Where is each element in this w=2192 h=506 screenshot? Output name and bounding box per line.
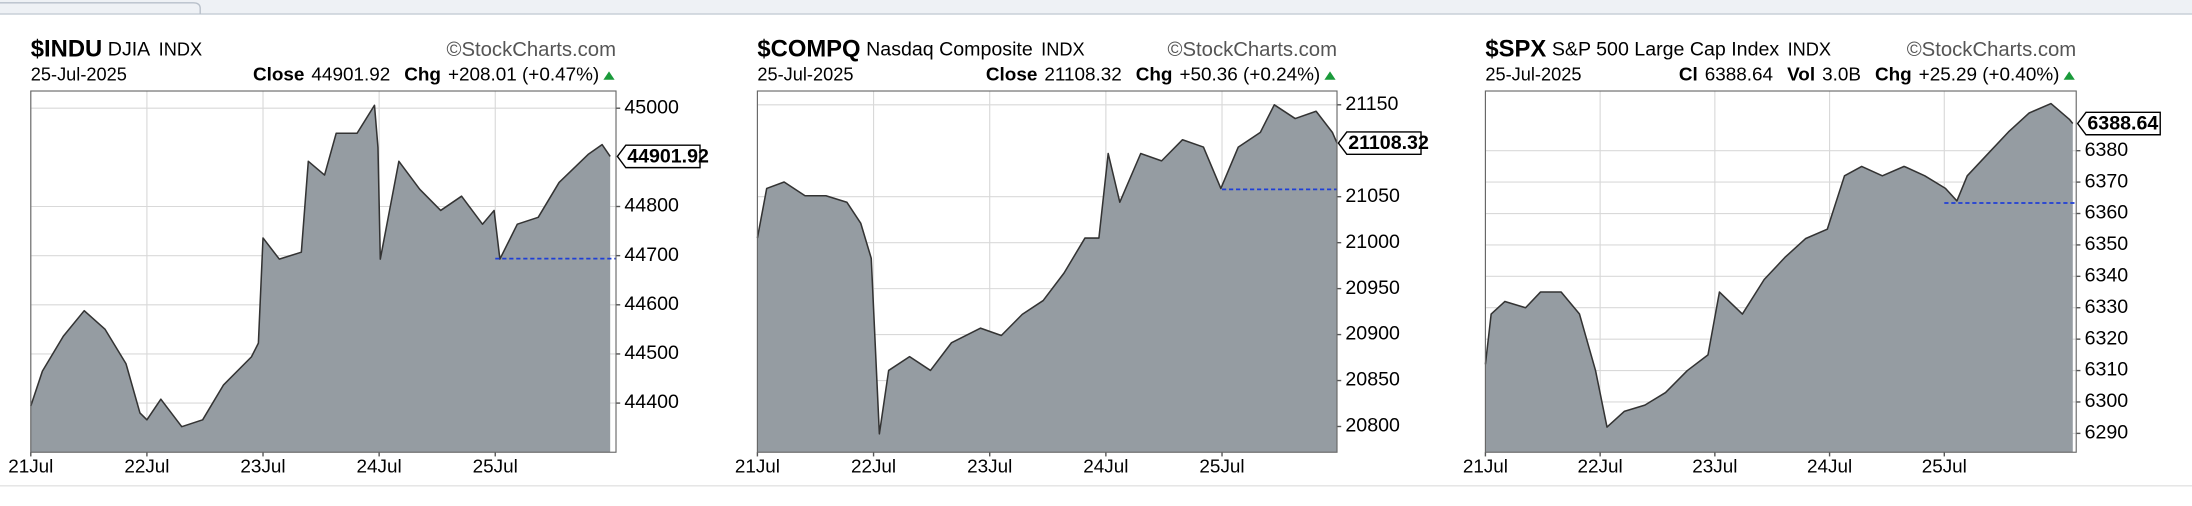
plot-border xyxy=(30,90,617,453)
x-tick-label: 22Jul xyxy=(1578,457,1623,478)
y-tick-label: 21050 xyxy=(1345,185,1400,207)
stat-value: 44901.92 xyxy=(311,65,390,86)
y-tick-label: 20900 xyxy=(1345,323,1400,345)
last-value-label: 21108.32 xyxy=(1348,132,1429,154)
chart-header: $INDU DJIA INDX xyxy=(31,36,202,63)
area xyxy=(757,104,1338,453)
x-tick-label: 25Jul xyxy=(1922,457,1967,478)
exchange: INDX xyxy=(159,39,202,59)
stat-label: Close xyxy=(986,65,1037,86)
chart-header: $COMPQ Nasdaq Composite INDX xyxy=(757,36,1084,63)
stat-label: Close xyxy=(253,65,304,86)
line xyxy=(30,104,611,428)
plot-border xyxy=(756,90,1338,453)
y-tick-label: 6360 xyxy=(2085,202,2129,224)
last-value-box xyxy=(1337,131,1422,156)
chart-header: $SPX S&P 500 Large Cap Index INDX xyxy=(1485,36,1831,63)
index-name: Nasdaq Composite xyxy=(866,39,1033,61)
top-bar xyxy=(0,0,2192,15)
stat-value: +50.36 (+0.24%) xyxy=(1179,65,1320,86)
y-tick-label: 44400 xyxy=(624,391,679,413)
date: 25-Jul-2025 xyxy=(757,64,853,84)
stats: Cl 6388.64 Vol 3.0B Chg +25.29 (+0.40%) xyxy=(1679,65,2060,86)
stats: Close 44901.92 Chg +208.01 (+0.47%) xyxy=(253,65,599,86)
y-tick-label: 45000 xyxy=(624,96,679,118)
exchange: INDX xyxy=(1788,39,1831,59)
x-tick-label: 23Jul xyxy=(967,457,1012,478)
stat-value: +25.29 (+0.40%) xyxy=(1919,65,2060,86)
up-arrow xyxy=(603,71,615,80)
x-tick-label: 23Jul xyxy=(1692,457,1737,478)
stat-label: Vol xyxy=(1787,65,1815,86)
line xyxy=(1484,102,2074,428)
y-tick-label: 6330 xyxy=(2085,296,2129,318)
y-tick-label: 6370 xyxy=(2085,170,2129,192)
index-name: DJIA xyxy=(108,39,151,61)
stat-value: 21108.32 xyxy=(1044,65,1121,86)
x-tick-label: 22Jul xyxy=(124,457,169,478)
watermark: ©StockCharts.com xyxy=(1168,39,1337,61)
x-tick-label: 21Jul xyxy=(8,457,53,478)
stat-value: 6388.64 xyxy=(1705,65,1773,86)
y-tick-label: 44500 xyxy=(624,342,679,364)
y-tick-label: 21150 xyxy=(1345,93,1398,115)
last-value-box xyxy=(616,144,701,169)
stat-label: Chg xyxy=(404,65,441,86)
last-value-box xyxy=(2076,111,2161,136)
exchange: INDX xyxy=(1041,39,1084,59)
symbol: $INDU xyxy=(31,36,102,63)
up-arrow xyxy=(2063,71,2075,80)
x-tick-label: 21Jul xyxy=(735,457,780,478)
x-tick-label: 25Jul xyxy=(473,457,518,478)
last-value-label: 44901.92 xyxy=(627,145,709,167)
y-tick-label: 6340 xyxy=(2085,265,2129,287)
area xyxy=(1485,103,2073,453)
stat-label: Chg xyxy=(1875,65,1912,86)
stat-value: 3.0B xyxy=(1822,65,1861,86)
last-value-label: 6388.64 xyxy=(2087,112,2158,134)
stat-value: +208.01 (+0.47%) xyxy=(448,65,599,86)
x-tick-label: 25Jul xyxy=(1199,457,1244,478)
x-tick-label: 24Jul xyxy=(357,457,402,478)
index-name: S&P 500 Large Cap Index xyxy=(1552,39,1780,61)
y-tick-label: 44800 xyxy=(624,195,679,217)
up-arrow xyxy=(1324,71,1336,80)
x-tick-label: 24Jul xyxy=(1807,457,1852,478)
stat-label: Cl xyxy=(1679,65,1698,86)
watermark: ©StockCharts.com xyxy=(447,39,616,61)
y-tick-label: 6290 xyxy=(2085,422,2129,444)
date: 25-Jul-2025 xyxy=(31,64,127,84)
x-tick-label: 22Jul xyxy=(851,457,896,478)
y-tick-label: 6380 xyxy=(2085,139,2129,161)
tab-outline xyxy=(0,2,201,15)
y-tick-label: 20850 xyxy=(1345,369,1400,391)
y-tick-label: 20800 xyxy=(1345,415,1400,437)
symbol: $COMPQ xyxy=(757,36,860,63)
plot-border xyxy=(1484,90,2077,453)
y-tick-label: 6320 xyxy=(2085,327,2129,349)
stats: Close 21108.32 Chg +50.36 (+0.24%) xyxy=(986,65,1320,86)
y-tick-label: 20950 xyxy=(1345,277,1400,299)
watermark: ©StockCharts.com xyxy=(1907,39,2076,61)
x-tick-label: 23Jul xyxy=(240,457,285,478)
y-tick-label: 44700 xyxy=(624,244,679,266)
y-tick-label: 21000 xyxy=(1345,231,1400,253)
area xyxy=(30,105,611,453)
line xyxy=(756,104,1338,435)
y-tick-label: 44600 xyxy=(624,293,679,315)
x-tick-label: 24Jul xyxy=(1083,457,1128,478)
symbol: $SPX xyxy=(1485,36,1546,63)
y-tick-label: 6300 xyxy=(2085,390,2129,412)
y-tick-label: 6350 xyxy=(2085,233,2129,255)
stat-label: Chg xyxy=(1136,65,1173,86)
x-tick-label: 21Jul xyxy=(1463,457,1508,478)
date: 25-Jul-2025 xyxy=(1485,64,1581,84)
y-tick-label: 6310 xyxy=(2085,359,2129,381)
